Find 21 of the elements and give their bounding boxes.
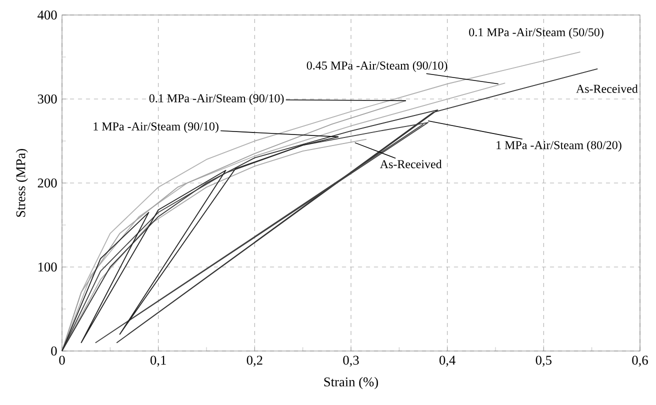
annotation: 0.45 MPa -Air/Steam (90/10) bbox=[306, 61, 448, 72]
annotation: 1 MPa -Air/Steam (90/10) bbox=[94, 122, 218, 133]
x-tick-label: 0,6 bbox=[632, 356, 648, 367]
annotation: 1 MPa -Air/Steam (80/20) bbox=[496, 140, 622, 152]
y-tick-label: 300 bbox=[38, 94, 57, 104]
x-tick-label: 0 bbox=[59, 356, 65, 365]
x-tick-label: 0,1 bbox=[150, 356, 166, 367]
x-tick-label: 0,5 bbox=[536, 356, 552, 367]
y-tick-label: 100 bbox=[38, 262, 57, 272]
annotation: As-Received bbox=[380, 160, 442, 168]
annotation: 0.1 MPa -Air/Steam (90/10) bbox=[149, 94, 284, 105]
x-tick-label: 0,4 bbox=[440, 356, 456, 367]
x-tick-label: 0,3 bbox=[343, 356, 359, 367]
y-axis-title: Stress (MPa) bbox=[16, 148, 28, 217]
annotation: As-Received bbox=[576, 84, 638, 93]
annotation: 0.1 MPa -Air/Steam (50/50) bbox=[469, 28, 604, 39]
y-tick-label: 0 bbox=[51, 346, 57, 356]
y-tick-label: 200 bbox=[38, 178, 57, 188]
y-tick-label: 400 bbox=[38, 10, 57, 20]
x-axis-title: Strain (%) bbox=[324, 377, 378, 390]
x-tick-label: 0,2 bbox=[246, 356, 262, 367]
